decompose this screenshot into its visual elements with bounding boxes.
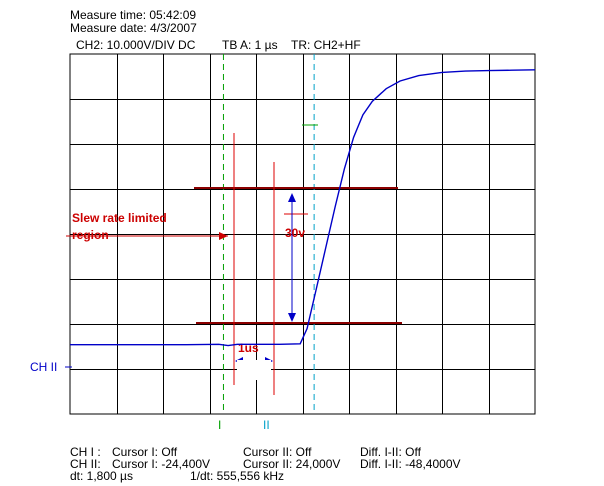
time-label-background — [237, 360, 271, 380]
voltage-arrow-bottom — [288, 313, 296, 322]
readout-ch1-label: CH I : — [70, 445, 101, 459]
trigger-setting: TR: CH2+HF — [291, 38, 361, 52]
annotation-overlay: Slew rate limited region 30v 1us — [66, 133, 402, 395]
cursor2-marker: II — [263, 418, 270, 432]
timebase-setting: TB A: 1 µs — [222, 38, 278, 52]
signal-trace-ch2 — [70, 69, 536, 347]
slew-pointer-arrowhead — [219, 232, 228, 240]
voltage-delta-label: 30v — [285, 226, 305, 240]
readout-ch2-cursor2: Cursor II: 24,000V — [243, 457, 341, 471]
graticule — [69, 53, 536, 415]
slew-label-line1: Slew rate limited — [72, 211, 167, 225]
measure-date: Measure date: 4/3/2007 — [70, 21, 197, 35]
readout-inverse-dt: 1/dt: 555,556 kHz — [190, 469, 285, 483]
voltage-arrow-top — [288, 193, 296, 202]
readout-dt: dt: 1,800 µs — [70, 469, 133, 483]
channel-label: CH II — [30, 360, 58, 374]
slew-label-line2: region — [72, 228, 109, 242]
cursor1-marker: I — [218, 418, 222, 432]
readout-ch1-cursor2: Cursor II: Off — [243, 445, 312, 459]
time-delta-label: 1us — [238, 341, 259, 355]
readout-ch1-cursor1: Cursor I: Off — [112, 445, 178, 459]
readout-ch1-diff: Diff. I-II: Off — [360, 445, 421, 459]
readout-ch2-cursor1: Cursor I: -24,400V — [112, 457, 211, 471]
measure-time: Measure time: 05:42:09 — [70, 8, 197, 22]
readout-ch2-label: CH II: — [70, 457, 101, 471]
channel-settings: CH2: 10.000V/DIV DC — [76, 38, 196, 52]
readout-ch2-diff: Diff. I-II: -48,4000V — [360, 457, 461, 471]
